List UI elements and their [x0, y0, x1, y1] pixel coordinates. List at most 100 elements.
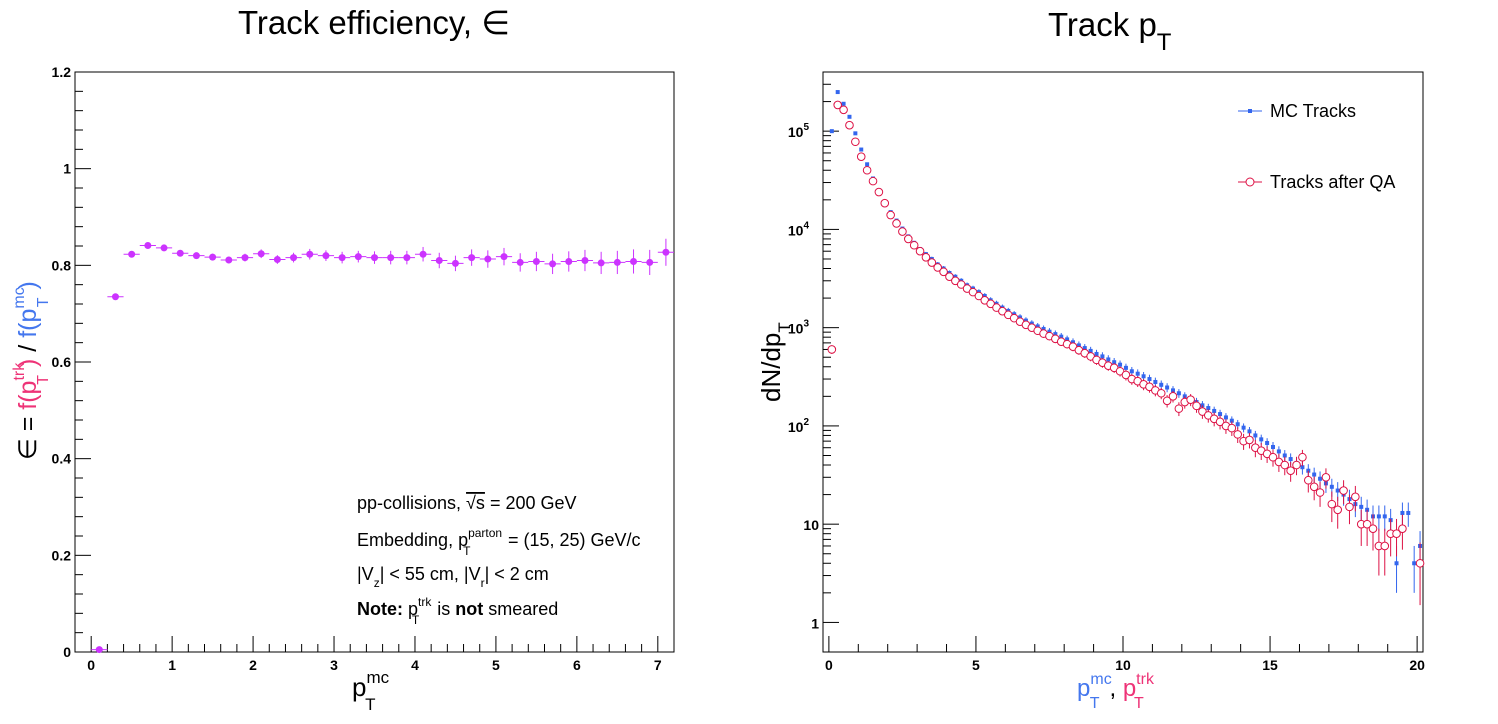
track-pt-y-label: dN/dpT: [756, 322, 794, 402]
tick-base: 10: [788, 321, 804, 337]
info-text: pp-collisions,: [357, 493, 466, 513]
legend-entry-qa: Tracks after QA: [1238, 172, 1395, 192]
efficiency-point: [160, 244, 168, 252]
qa-point: [1227, 423, 1237, 433]
qa-point: [898, 227, 907, 236]
qa-point: [945, 272, 954, 282]
mc-point: [841, 101, 846, 106]
efficiency-point: [371, 254, 378, 262]
qa-point: [974, 291, 984, 301]
qa-point: [1198, 407, 1207, 416]
qa-point: [1186, 395, 1195, 404]
x-tick-label: 3: [330, 657, 338, 673]
qa-point: [1233, 430, 1243, 439]
efficiency-y-label: ∈ = f(ptrk T) / f(pmc T): [11, 281, 52, 460]
mc-point: [1253, 433, 1258, 438]
efficiency-point: [144, 242, 152, 250]
qa-point: [1333, 505, 1343, 515]
info-text: z: [374, 576, 380, 590]
info-text: | < 55 cm, |V: [380, 564, 481, 584]
efficiency-point: [209, 253, 217, 261]
qa-point: [1398, 524, 1407, 533]
qa-point: [886, 210, 895, 220]
qa-point: [909, 240, 919, 250]
y-tick-label: 0.6: [52, 354, 72, 370]
mc-point: [1171, 388, 1175, 393]
y-tick-label: 0: [63, 644, 71, 660]
tick-base: 10: [788, 419, 804, 435]
qa-point: [892, 219, 901, 228]
y-tick-label: 103: [788, 319, 810, 337]
mc-point: [1112, 360, 1117, 365]
mc-point: [1218, 412, 1223, 417]
x-tick-label: 4: [411, 657, 419, 673]
track-pt-frame: [822, 71, 1424, 653]
qa-point: [1315, 488, 1325, 497]
qa-point: [851, 137, 860, 147]
info-text: smeared: [483, 599, 558, 619]
mc-point: [1265, 441, 1270, 446]
qa-point: [1303, 475, 1313, 485]
efficiency-y-axis: 0 0.2 0.4 0.6 0.8 1 1.2: [52, 64, 91, 660]
qa-point: [1215, 417, 1225, 427]
mc-point: [1165, 385, 1170, 390]
qa-point: [1380, 541, 1390, 551]
qa-point: [1292, 460, 1301, 470]
info-text: | < 2 cm: [485, 564, 549, 584]
qa-point: [921, 253, 931, 262]
info-text: |V: [357, 564, 374, 584]
x-tick-label: 2: [249, 657, 257, 673]
efficiency-point: [403, 254, 411, 262]
mc-point: [1135, 371, 1140, 376]
qa-point: [1351, 492, 1360, 502]
efficiency-point: [128, 250, 136, 258]
legend: MC Tracks Tracks after QA: [1238, 101, 1395, 192]
efficiency-point: [354, 253, 362, 261]
mc-point: [859, 147, 864, 152]
efficiency-point: [290, 254, 298, 262]
qa-point: [1339, 486, 1348, 495]
qa-point: [1309, 482, 1319, 492]
y-tick-label: 1: [63, 161, 71, 177]
mc-point: [1288, 457, 1293, 462]
y-tick-label: 1.2: [52, 64, 72, 80]
info-line: pp-collisions, √s = 200 GeV: [357, 493, 577, 513]
mc-point: [1212, 408, 1217, 413]
mc-point: [1229, 418, 1234, 423]
qa-point: [839, 105, 848, 115]
efficiency-point: [111, 293, 119, 301]
x-tick-label: 5: [972, 657, 980, 673]
x-tick-label: 1: [168, 657, 176, 673]
mc-point: [1335, 488, 1340, 493]
mc-point: [865, 162, 870, 167]
mc-point: [1318, 476, 1323, 481]
x-tick-label: 5: [492, 657, 500, 673]
info-text: T: [463, 544, 471, 558]
mc-point: [1071, 340, 1075, 345]
info-text: not: [455, 599, 483, 619]
info-line: |Vz| < 55 cm, |Vr| < 2 cm: [357, 564, 549, 590]
y-tick-label: 0.8: [52, 257, 72, 273]
y-tick-label: 1: [811, 615, 819, 631]
mc-point: [1247, 429, 1252, 434]
efficiency-point: [484, 255, 492, 263]
qa-point: [1121, 370, 1131, 380]
qa-point: [880, 198, 890, 208]
mc-point: [1259, 437, 1264, 442]
efficiency-point: [451, 259, 459, 267]
mc-point: [1147, 377, 1152, 382]
efficiency-point: [532, 257, 540, 265]
mc-point: [1159, 382, 1164, 387]
efficiency-point: [419, 250, 427, 258]
info-text: is: [432, 599, 455, 619]
mc-point: [1382, 514, 1387, 519]
qa-point: [1415, 558, 1425, 568]
efficiency-x-axis: 0 1 2 3 4 5 6 7: [87, 636, 675, 673]
qa-point: [874, 187, 884, 197]
track-pt-x-label: pmc T, ptrk T: [1077, 671, 1155, 712]
qa-point: [1168, 392, 1178, 401]
efficiency-point: [581, 257, 589, 264]
